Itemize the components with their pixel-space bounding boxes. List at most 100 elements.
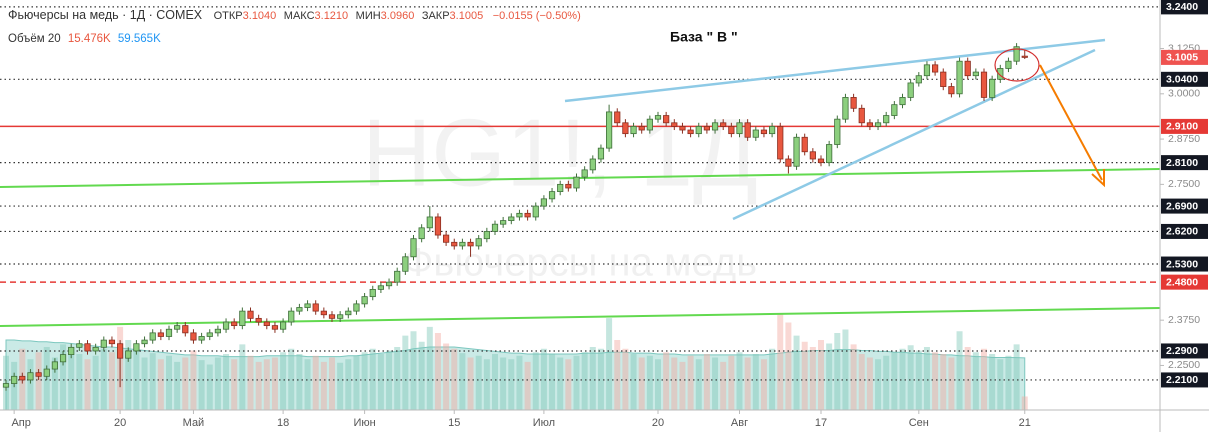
candle-body bbox=[1005, 60, 1012, 69]
wedge-line bbox=[564, 38, 1106, 103]
ohlc-label: ЗАКР bbox=[422, 10, 450, 22]
candle-body bbox=[100, 339, 107, 348]
candle-body bbox=[133, 343, 140, 352]
candle-body bbox=[597, 147, 605, 160]
volume-bar bbox=[1005, 355, 1012, 410]
candle-body bbox=[826, 144, 833, 164]
level-box bbox=[1161, 71, 1208, 87]
volume-bar bbox=[891, 352, 898, 410]
volume-bar bbox=[271, 357, 278, 410]
trend-line bbox=[0, 307, 1161, 327]
volume-bar bbox=[1021, 396, 1028, 410]
volume-bar bbox=[108, 352, 115, 410]
volume-bar bbox=[899, 348, 906, 410]
volume-bar bbox=[451, 348, 458, 410]
volume-bar bbox=[166, 355, 172, 410]
level-box bbox=[1161, 372, 1208, 388]
volume-bar bbox=[27, 359, 34, 410]
candle-body bbox=[638, 126, 645, 131]
candle-body bbox=[157, 332, 164, 337]
ohlc-value: 3.1210 bbox=[315, 10, 349, 22]
candle-body bbox=[320, 310, 327, 316]
candle-body bbox=[418, 227, 425, 240]
levels bbox=[0, 6, 1160, 381]
candle-body bbox=[263, 321, 270, 327]
volume-bar bbox=[923, 347, 930, 410]
volume-bar bbox=[760, 359, 767, 410]
volume-bar bbox=[492, 354, 498, 410]
volume-bar bbox=[1013, 344, 1020, 410]
candle-body bbox=[524, 212, 531, 218]
candle-body bbox=[622, 122, 629, 135]
volume-bar bbox=[614, 340, 621, 410]
volume-bar bbox=[84, 359, 91, 410]
candle-body bbox=[2, 383, 10, 388]
candle-body bbox=[695, 126, 702, 135]
volume-bar bbox=[60, 344, 67, 410]
volume-bar bbox=[948, 357, 955, 410]
volume-bar bbox=[736, 352, 743, 410]
volume-bar bbox=[842, 329, 849, 410]
volume-bar bbox=[858, 354, 865, 410]
candle-body bbox=[92, 346, 99, 352]
candle-body bbox=[190, 332, 197, 341]
volume-bar bbox=[426, 326, 433, 410]
candle-body bbox=[654, 115, 662, 120]
candle-body bbox=[451, 241, 458, 247]
candle-body bbox=[459, 241, 466, 247]
candle-body bbox=[198, 336, 205, 341]
volume-bar bbox=[190, 350, 197, 410]
volume-bar bbox=[76, 354, 83, 410]
volume-bar bbox=[206, 364, 213, 410]
volume-bar bbox=[394, 347, 401, 410]
candle-body bbox=[679, 126, 686, 131]
candle-body bbox=[687, 129, 694, 135]
candle-body bbox=[304, 303, 311, 308]
candle-body bbox=[125, 350, 132, 359]
volume-bar bbox=[182, 357, 189, 410]
volume-pane bbox=[3, 313, 1028, 411]
volume-bar bbox=[981, 348, 987, 410]
candle-body bbox=[874, 122, 882, 127]
volume-bar bbox=[712, 357, 719, 410]
volume-bar bbox=[606, 318, 613, 410]
volume-bar bbox=[337, 362, 344, 410]
candle-body bbox=[728, 126, 735, 135]
candle-body bbox=[997, 68, 1004, 80]
x-tick-label: Авг bbox=[731, 417, 748, 429]
volume-bar bbox=[540, 348, 547, 410]
candle-body bbox=[43, 368, 50, 377]
arrow-head bbox=[1091, 169, 1105, 188]
volume-bar bbox=[263, 359, 270, 410]
candle-body bbox=[842, 97, 849, 120]
candle-body bbox=[68, 346, 75, 355]
volume-bar bbox=[793, 335, 800, 410]
volume-legend: Объём 20 15.476K 59.565K bbox=[8, 33, 161, 45]
volume-bar bbox=[361, 352, 368, 410]
volume-bar bbox=[92, 355, 99, 410]
candle-body bbox=[11, 375, 18, 384]
candle-body bbox=[736, 122, 743, 135]
volume-bar bbox=[646, 355, 653, 410]
candle-body bbox=[296, 307, 303, 312]
annotation: База " В " bbox=[670, 29, 738, 45]
candle-body bbox=[630, 126, 637, 135]
volume-bar bbox=[524, 361, 531, 410]
candle-body bbox=[915, 75, 922, 84]
candle-body bbox=[84, 343, 91, 352]
candle-body bbox=[222, 321, 230, 330]
volume-bar bbox=[532, 352, 539, 410]
candle-body bbox=[500, 220, 507, 225]
volume-bar bbox=[508, 359, 515, 410]
volume-bar bbox=[638, 357, 645, 410]
volume-bar bbox=[51, 357, 58, 410]
volume-bar bbox=[174, 361, 181, 410]
candle-body bbox=[442, 234, 450, 243]
level-box bbox=[1161, 256, 1208, 272]
candle-body bbox=[948, 86, 955, 95]
candle-body bbox=[1021, 55, 1028, 58]
trend-line bbox=[0, 168, 1161, 188]
volume-bar bbox=[345, 359, 352, 410]
level-label: 2.9100 bbox=[1166, 121, 1198, 133]
